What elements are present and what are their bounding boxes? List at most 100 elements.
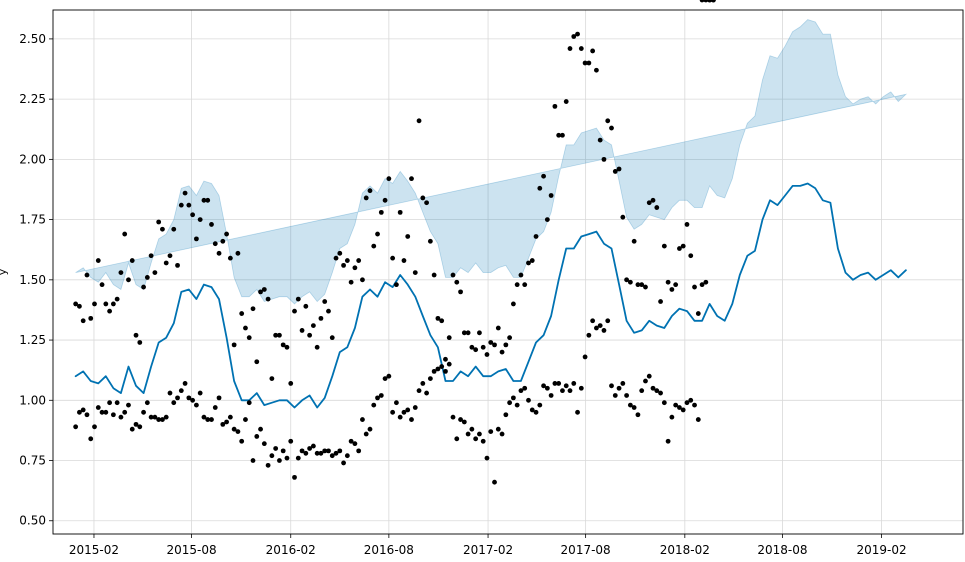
observed-point [639,282,645,288]
y-tick-label: 1.00 [19,393,46,407]
observed-point [680,243,686,249]
observed-point [107,308,113,314]
x-tick-label: 2019-02 [857,543,907,557]
observed-point [141,409,146,415]
observed-point [163,260,169,266]
observed-point [194,236,199,242]
observed-point [480,438,486,444]
observed-point [605,318,611,324]
observed-point [77,409,82,415]
observed-point [92,301,97,307]
observed-point [495,325,501,331]
observed-point [627,402,633,408]
observed-point [484,352,490,357]
grid [53,10,963,534]
observed-point [292,474,297,480]
observed-point [341,460,346,466]
observed-point [699,282,705,288]
observed-point [594,67,599,73]
observed-point [197,390,203,396]
observed-point [220,238,226,244]
observed-point [669,414,675,420]
observed-point [167,253,173,259]
observed-point [110,301,116,307]
observed-point [673,282,679,288]
observed-point [92,424,97,430]
observed-point [529,258,535,263]
x-tick-label: 2017-02 [463,543,513,557]
observed-point [103,409,109,415]
observed-point [227,255,233,261]
observed-point [488,340,494,345]
observed-point [454,436,460,442]
observed-point [175,395,180,401]
observed-point [265,296,271,302]
observed-point [118,270,124,276]
observed-point [427,376,433,382]
observed-point [99,409,105,415]
observed-point [114,400,120,406]
observed-point [620,381,626,386]
observed-point [344,258,350,263]
observed-point [277,332,282,338]
observed-point [412,405,418,410]
observed-point [631,405,637,410]
observed-point [673,402,679,408]
observed-point [363,195,369,201]
observed-point [231,342,237,348]
observed-point [367,188,373,194]
y-tick-label: 2.00 [19,152,46,166]
observed-point [620,214,626,220]
observed-point [461,419,467,425]
observed-point [212,405,218,410]
x-tick-label: 2018-08 [757,543,807,557]
observed-point [382,376,388,382]
observed-point [114,296,120,302]
observed-point [567,388,573,394]
x-axis-ticks: 2015-02 2015-08 2016-02 2016-08 2017-02 2017-… [69,534,907,557]
observed-point [477,330,482,336]
observed-point [310,443,316,449]
observed-point [529,407,535,413]
observed-point [318,450,324,456]
observed-point [469,344,475,350]
observed-point [461,330,467,336]
observed-point [427,238,433,244]
observed-point [129,258,135,263]
observed-point [631,238,637,244]
observed-point [560,388,565,394]
observed-point [616,385,622,391]
observed-point [590,318,596,324]
observed-point [518,388,524,394]
observed-point [684,222,690,227]
observed-point [699,0,705,3]
observed-point [703,279,709,285]
observed-point [197,217,203,223]
observed-point [431,368,437,374]
observed-point [73,301,79,307]
observed-point [299,448,305,454]
observed-point [409,417,414,422]
observed-point [99,282,105,288]
observed-point [303,450,309,456]
observed-point [446,361,452,367]
observed-point [190,212,196,218]
observed-point [514,282,520,288]
x-tick-label: 2015-08 [166,543,216,557]
observed-point [144,400,150,406]
observed-point [695,417,701,422]
observed-point [635,282,641,288]
observed-point [205,417,211,422]
observed-point [307,446,313,451]
observed-point [84,272,90,278]
observed-point [582,354,588,360]
observed-point [250,306,256,312]
observed-point [348,279,354,285]
observed-point [386,176,392,182]
observed-point [394,282,399,288]
x-tick-label: 2018-02 [660,543,710,557]
observed-point [578,46,584,51]
x-tick-label: 2015-02 [69,543,119,557]
